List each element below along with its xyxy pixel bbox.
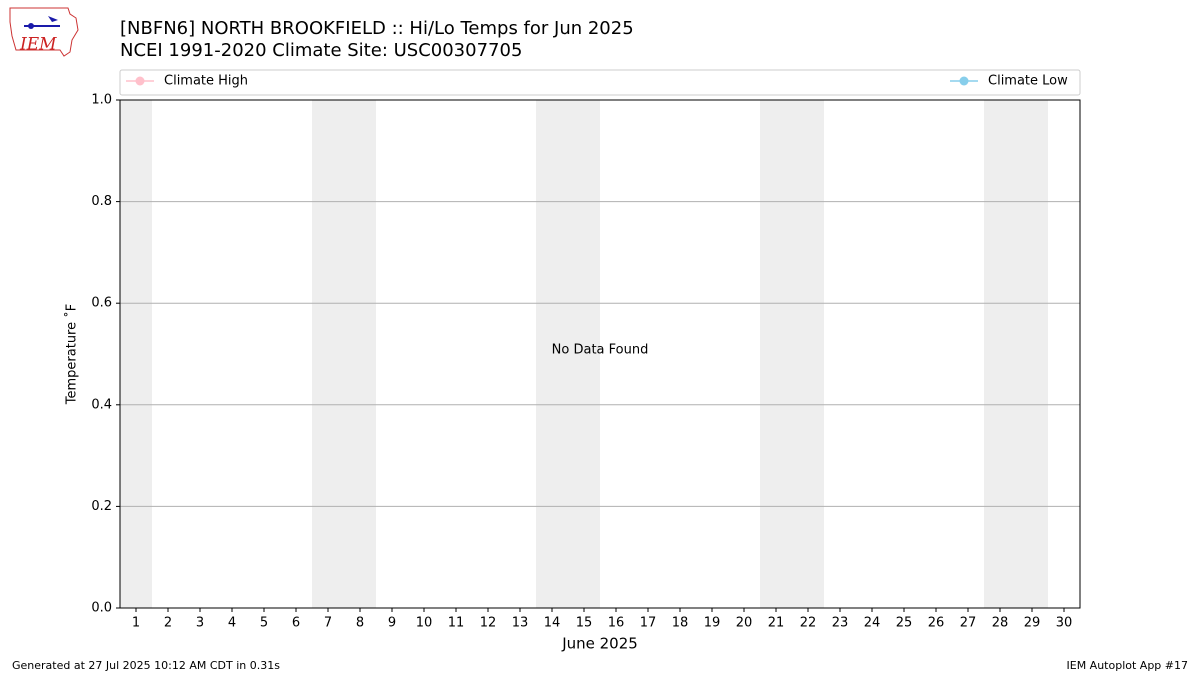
footer-left: Generated at 27 Jul 2025 10:12 AM CDT in…: [12, 659, 280, 672]
x-tick-label: 6: [292, 616, 300, 631]
y-tick-label: 1.0: [91, 93, 112, 108]
y-axis-label: Temperature ˚F: [64, 304, 80, 405]
x-axis-label: June 2025: [561, 635, 638, 653]
x-tick-label: 20: [736, 616, 753, 631]
x-tick-label: 9: [388, 616, 396, 631]
x-tick-label: 8: [356, 616, 364, 631]
y-tick-label: 0.8: [91, 194, 112, 209]
x-tick-label: 23: [832, 616, 849, 631]
x-tick-label: 19: [704, 616, 721, 631]
x-tick-label: 7: [324, 616, 332, 631]
x-tick-label: 13: [512, 616, 529, 631]
x-tick-label: 4: [228, 616, 236, 631]
annotation: No Data Found: [552, 343, 649, 358]
x-tick-label: 25: [896, 616, 913, 631]
x-tick-label: 26: [928, 616, 945, 631]
x-tick-label: 16: [608, 616, 625, 631]
chart-title: [NBFN6] NORTH BROOKFIELD :: Hi/Lo Temps …: [120, 18, 634, 39]
x-tick-label: 22: [800, 616, 817, 631]
legend-marker: [959, 76, 969, 86]
chart-subtitle: NCEI 1991-2020 Climate Site: USC00307705: [120, 40, 522, 61]
x-tick-label: 3: [196, 616, 204, 631]
weekend-shading: [120, 100, 1048, 608]
x-tick-label: 30: [1056, 616, 1073, 631]
x-tick-label: 5: [260, 616, 268, 631]
y-tick-label: 0.4: [91, 397, 112, 412]
legend-label: Climate Low: [988, 74, 1068, 89]
x-tick-label: 24: [864, 616, 881, 631]
y-tick-label: 0.6: [91, 296, 112, 311]
logo-text: IEM: [19, 35, 57, 55]
y-tick-label: 0.0: [91, 601, 112, 616]
footer-right: IEM Autoplot App #17: [1067, 659, 1189, 672]
x-tick-label: 18: [672, 616, 689, 631]
x-tick-label: 29: [1024, 616, 1041, 631]
x-tick-label: 21: [768, 616, 785, 631]
legend-label: Climate High: [164, 74, 248, 89]
x-tick-label: 11: [448, 616, 465, 631]
plot-frame: [119, 99, 1081, 609]
y-tick-label: 0.2: [91, 499, 112, 514]
x-tick-label: 12: [480, 616, 497, 631]
x-tick-label: 28: [992, 616, 1009, 631]
grid: [120, 201, 1080, 507]
x-tick-label: 1: [132, 616, 140, 631]
x-tick-label: 27: [960, 616, 977, 631]
logo: IEM: [9, 7, 79, 57]
x-tick-label: 15: [576, 616, 593, 631]
legend: [119, 69, 1081, 96]
x-tick-label: 17: [640, 616, 657, 631]
x-tick-label: 2: [164, 616, 172, 631]
legend-marker: [135, 76, 145, 86]
x-tick-label: 10: [416, 616, 433, 631]
x-tick-label: 14: [544, 616, 561, 631]
